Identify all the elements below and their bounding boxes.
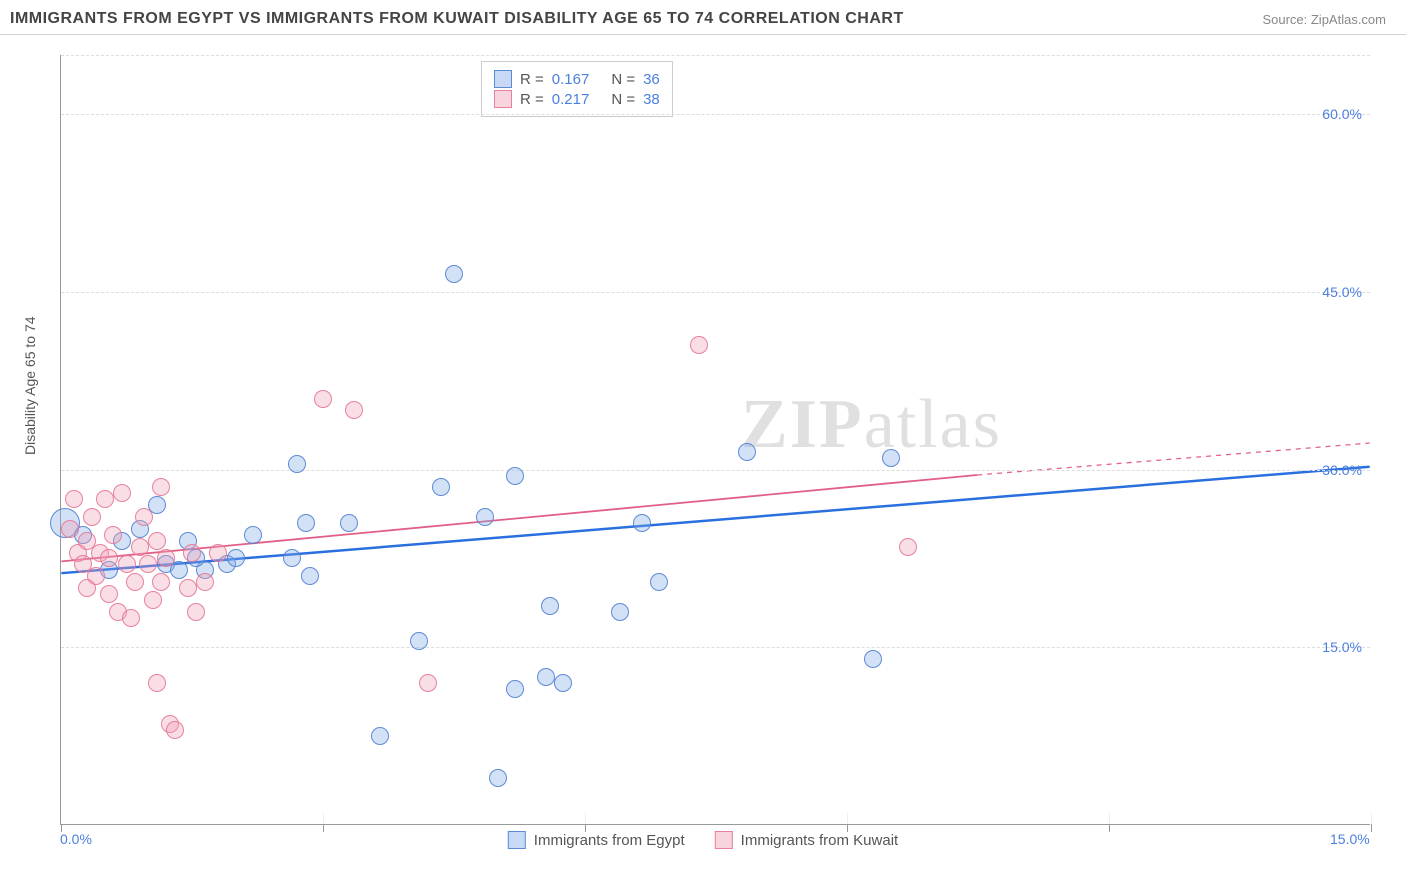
data-point (135, 508, 153, 526)
data-point (738, 443, 756, 461)
data-point (61, 520, 79, 538)
legend-item: Immigrants from Kuwait (715, 831, 899, 849)
data-point (179, 579, 197, 597)
data-point (301, 567, 319, 585)
data-point (297, 514, 315, 532)
legend-row: R = 0.217 N = 38 (494, 90, 660, 108)
legend-n-value: 36 (643, 71, 660, 88)
data-point (131, 538, 149, 556)
data-point (611, 603, 629, 621)
gridline-h (61, 647, 1370, 648)
data-point (314, 390, 332, 408)
data-point (100, 585, 118, 603)
data-point (288, 455, 306, 473)
data-point (144, 591, 162, 609)
data-point (209, 544, 227, 562)
x-tick-label: 15.0% (1330, 831, 1370, 847)
legend-swatch (715, 831, 733, 849)
legend-label: Immigrants from Kuwait (741, 832, 899, 849)
data-point (104, 526, 122, 544)
y-tick-label: 60.0% (1322, 106, 1362, 122)
data-point (183, 544, 201, 562)
data-point (152, 573, 170, 591)
data-point (419, 674, 437, 692)
data-point (340, 514, 358, 532)
watermark: ZIPatlas (741, 385, 1002, 465)
source-label: Source: ZipAtlas.com (1262, 12, 1386, 27)
data-point (244, 526, 262, 544)
x-tick-label: 0.0% (60, 831, 92, 847)
y-axis-title: Disability Age 65 to 74 (22, 316, 38, 455)
data-point (152, 478, 170, 496)
legend-r-value: 0.217 (552, 91, 590, 108)
y-tick-label: 45.0% (1322, 284, 1362, 300)
data-point (139, 555, 157, 573)
data-point (96, 490, 114, 508)
data-point (122, 609, 140, 627)
legend-swatch (494, 90, 512, 108)
data-point (148, 532, 166, 550)
data-point (506, 467, 524, 485)
data-point (100, 549, 118, 567)
data-point (157, 549, 175, 567)
data-point (283, 549, 301, 567)
source-name: ZipAtlas.com (1311, 12, 1386, 27)
data-point (166, 721, 184, 739)
chart-title: IMMIGRANTS FROM EGYPT VS IMMIGRANTS FROM… (10, 10, 904, 28)
data-point (554, 674, 572, 692)
data-point (410, 632, 428, 650)
y-tick-label: 15.0% (1322, 639, 1362, 655)
data-point (537, 668, 555, 686)
data-point (882, 449, 900, 467)
trend-lines (61, 55, 1370, 824)
series-legend: Immigrants from Egypt Immigrants from Kuw… (508, 831, 898, 849)
x-tick (1371, 824, 1372, 832)
data-point (371, 727, 389, 745)
data-point (541, 597, 559, 615)
data-point (196, 573, 214, 591)
gridline-h (61, 114, 1370, 115)
data-point (633, 514, 651, 532)
data-point (83, 508, 101, 526)
data-point (118, 555, 136, 573)
data-point (227, 549, 245, 567)
gridline-h (61, 292, 1370, 293)
gridline-h (61, 55, 1370, 56)
legend-r-label: R = (520, 71, 544, 88)
data-point (489, 769, 507, 787)
data-point (432, 478, 450, 496)
legend-r-value: 0.167 (552, 71, 590, 88)
legend-swatch (508, 831, 526, 849)
plot-area: ZIPatlas R = 0.167N = 36R = 0.217N = 38 … (60, 55, 1370, 825)
data-point (476, 508, 494, 526)
legend-r-label: R = (520, 91, 544, 108)
data-point (126, 573, 144, 591)
legend-n-label: N = (611, 91, 635, 108)
chart-container: Disability Age 65 to 74 ZIPatlas R = 0.1… (10, 35, 1396, 855)
data-point (506, 680, 524, 698)
x-tick (1109, 824, 1110, 832)
y-tick-label: 30.0% (1322, 462, 1362, 478)
legend-swatch (494, 70, 512, 88)
data-point (187, 603, 205, 621)
gridline-h (61, 470, 1370, 471)
data-point (345, 401, 363, 419)
legend-label: Immigrants from Egypt (534, 832, 685, 849)
x-tick (323, 824, 324, 832)
data-point (690, 336, 708, 354)
data-point (113, 484, 131, 502)
data-point (148, 674, 166, 692)
legend-row: R = 0.167 N = 36 (494, 70, 660, 88)
data-point (650, 573, 668, 591)
data-point (864, 650, 882, 668)
chart-header: IMMIGRANTS FROM EGYPT VS IMMIGRANTS FROM… (0, 0, 1406, 35)
data-point (899, 538, 917, 556)
data-point (87, 567, 105, 585)
legend-n-value: 38 (643, 91, 660, 108)
legend-n-label: N = (611, 71, 635, 88)
legend-item: Immigrants from Egypt (508, 831, 685, 849)
data-point (445, 265, 463, 283)
correlation-legend: R = 0.167 N = 36 R = 0.217 N = 38 (481, 61, 673, 117)
data-point (65, 490, 83, 508)
